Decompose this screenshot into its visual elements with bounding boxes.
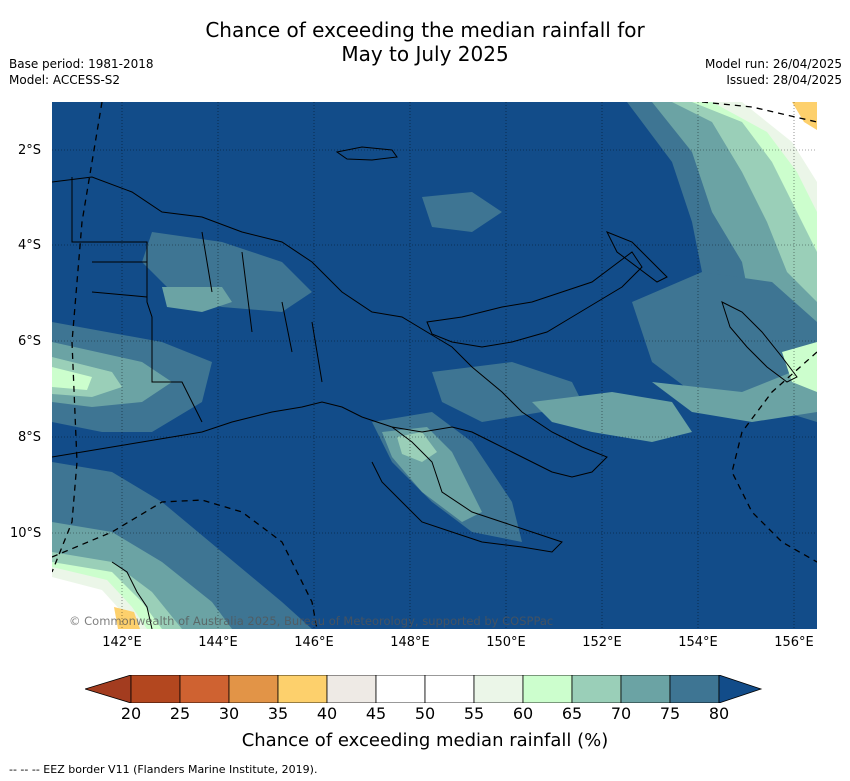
- lon-label-152e: 152°E: [582, 635, 622, 650]
- manus: [335, 146, 398, 161]
- eez-south: [52, 499, 318, 629]
- map-svg: [52, 102, 817, 629]
- colorbar-segment: [571, 675, 622, 703]
- colorbar-tick-60: 60: [512, 704, 534, 723]
- colorbar-tick-55: 55: [463, 704, 485, 723]
- australia-cape: [111, 561, 153, 629]
- colorbar-tick-70: 70: [610, 704, 632, 723]
- graticule: [52, 102, 817, 629]
- base-period: Base period: 1981-2018: [9, 57, 154, 71]
- copyright-notice: © Commonwealth of Australia 2025, Bureau…: [69, 614, 554, 628]
- province-lines: [91, 231, 323, 383]
- zone-north-east-50: [742, 102, 817, 182]
- zone-east-lower: [652, 372, 817, 422]
- colorbar-segment: [424, 675, 475, 703]
- issued-date: Issued: 28/04/2025: [726, 73, 842, 87]
- colorbar-tick-50: 50: [414, 704, 436, 723]
- title-line-2: May to July 2025: [341, 42, 509, 66]
- lat-label-10s: 10°S: [10, 526, 42, 541]
- colorbar-segments: [85, 675, 763, 703]
- colorbar-tick-30: 30: [218, 704, 240, 723]
- colorbar-tick-35: 35: [267, 704, 289, 723]
- colorbar-tick-75: 75: [659, 704, 681, 723]
- colorbar-label: Chance of exceeding median rainfall (%): [241, 730, 609, 751]
- new-ireland: [605, 231, 668, 283]
- colorbar-segment: [277, 675, 328, 703]
- eez-east: [731, 351, 817, 563]
- coastlines: [52, 146, 798, 629]
- eez-west: [52, 102, 103, 573]
- colorbar-tick-20: 20: [120, 704, 142, 723]
- zone-west-60: [52, 367, 92, 390]
- colorbar: [85, 675, 763, 703]
- lat-label-2s: 2°S: [18, 143, 42, 158]
- eez-footer-note: -- -- -- EEZ border V11 (Flanders Marine…: [9, 763, 318, 776]
- colorbar-segment: [522, 675, 573, 703]
- colorbar-tick-25: 25: [169, 704, 191, 723]
- eez-north-east: [701, 102, 817, 123]
- new-britain: [426, 251, 643, 348]
- zone-north-mid: [422, 192, 502, 232]
- zone-southwest-50: [52, 577, 130, 629]
- zone-highlands-70: [162, 287, 232, 312]
- colorbar-segment: [228, 675, 279, 703]
- zone-north-east-35: [792, 102, 817, 130]
- colorbar-segment: [669, 675, 720, 703]
- colorbar-segment: [130, 675, 181, 703]
- lon-label-154e: 154°E: [678, 635, 718, 650]
- model-name: Model: ACCESS-S2: [9, 73, 121, 87]
- metadata-right: Model run: 26/04/2025 Issued: 28/04/2025: [705, 56, 842, 88]
- new-guinea-coast: [52, 176, 608, 478]
- rainfall-map: [52, 102, 817, 629]
- lat-label-4s: 4°S: [18, 238, 42, 253]
- colorbar-segment: [718, 675, 763, 703]
- colorbar-tick-45: 45: [365, 704, 387, 723]
- lon-label-148e: 148°E: [390, 635, 430, 650]
- zone-southwest-35: [114, 607, 140, 629]
- colorbar-segment: [85, 675, 132, 703]
- colorbar-segment: [326, 675, 377, 703]
- west-border: [71, 177, 203, 423]
- model-run: Model run: 26/04/2025: [704, 57, 842, 71]
- colorbar-tick-65: 65: [561, 704, 583, 723]
- lat-label-6s: 6°S: [18, 334, 42, 349]
- colorbar-segment: [473, 675, 524, 703]
- colorbar-tick-80: 80: [708, 704, 730, 723]
- title-line-1: Chance of exceeding the median rainfall …: [205, 18, 645, 42]
- colorbar-segment: [375, 675, 426, 703]
- metadata-left: Base period: 1981-2018 Model: ACCESS-S2: [9, 56, 154, 88]
- south-coast: [371, 426, 563, 553]
- eez-borders: [52, 102, 817, 629]
- lon-label-142e: 142°E: [102, 635, 142, 650]
- lon-label-146e: 146°E: [294, 635, 334, 650]
- lat-label-8s: 8°S: [18, 430, 42, 445]
- bougainville: [721, 301, 798, 383]
- colorbar-tick-40: 40: [316, 704, 338, 723]
- lon-label-156e: 156°E: [774, 635, 814, 650]
- lon-label-150e: 150°E: [486, 635, 526, 650]
- map-title: Chance of exceeding the median rainfall …: [0, 18, 850, 66]
- lon-label-144e: 144°E: [198, 635, 238, 650]
- colorbar-segment: [179, 675, 230, 703]
- zone-center-right: [532, 392, 692, 442]
- colorbar-segment: [620, 675, 671, 703]
